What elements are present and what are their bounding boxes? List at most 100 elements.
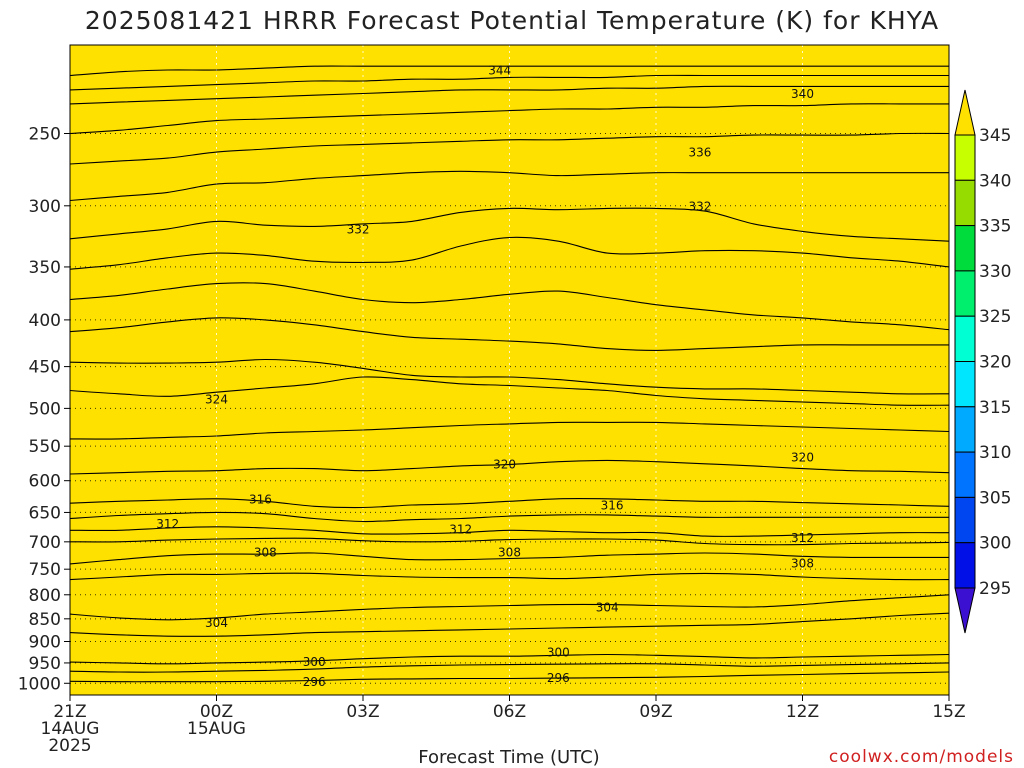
y-tick-label: 500 bbox=[29, 399, 61, 419]
colorbar-segment-3 bbox=[954, 270, 976, 317]
contour-label-336: 336 bbox=[688, 146, 711, 160]
contour-label-308: 308 bbox=[791, 556, 814, 570]
y-tick-label: 350 bbox=[29, 258, 61, 278]
contour-label-text: 304 bbox=[205, 616, 228, 630]
contour-label-text: 320 bbox=[791, 450, 814, 464]
contour-306 bbox=[69, 572, 950, 581]
contour-label-312: 312 bbox=[449, 523, 472, 537]
colorbar-label: 335 bbox=[979, 217, 1011, 237]
contour-298 bbox=[69, 662, 950, 673]
colorbar-segment-8 bbox=[954, 496, 976, 544]
contour-312 bbox=[69, 526, 950, 537]
y-tick-label: 1000 bbox=[18, 674, 61, 694]
contour-label-text: 300 bbox=[303, 655, 326, 669]
contour-322 bbox=[69, 376, 950, 406]
y-tick-label: 450 bbox=[29, 358, 61, 378]
contour-label-text: 300 bbox=[547, 645, 570, 659]
contour-label-300: 300 bbox=[303, 655, 326, 669]
contour-label-text: 296 bbox=[547, 671, 570, 685]
contour-314 bbox=[69, 511, 949, 523]
contour-label-text: 312 bbox=[791, 531, 814, 545]
x-tick-label: 06Z bbox=[493, 702, 526, 722]
contour-label-text: 308 bbox=[791, 556, 814, 570]
colorbar-segment-2 bbox=[954, 225, 976, 272]
y-tick-label: 900 bbox=[29, 632, 61, 652]
contour-label-text: 312 bbox=[449, 523, 472, 537]
contour-label-332: 332 bbox=[688, 199, 711, 213]
contour-label-text: 296 bbox=[303, 675, 326, 689]
x-tick-label: 03Z bbox=[346, 702, 379, 722]
x-tick-label: 15AUG bbox=[187, 719, 246, 739]
contour-label-324: 324 bbox=[205, 392, 228, 406]
contour-label-text: 344 bbox=[488, 63, 511, 77]
colorbar-label: 305 bbox=[979, 488, 1011, 508]
contour-332 bbox=[69, 207, 950, 242]
contour-label-text: 304 bbox=[596, 600, 619, 614]
colorbar-segment-1 bbox=[954, 179, 976, 227]
grid-lines bbox=[70, 45, 949, 695]
contour-label-text: 324 bbox=[205, 392, 228, 406]
colorbar-top-arrow bbox=[954, 89, 976, 136]
x-tick-label: 12Z bbox=[786, 702, 819, 722]
y-tick-label: 400 bbox=[29, 311, 61, 331]
contour-300 bbox=[69, 653, 950, 665]
x-tick-label: 15Z bbox=[932, 702, 965, 722]
contour-324 bbox=[69, 358, 950, 395]
y-tick-label: 300 bbox=[29, 197, 61, 217]
colorbar-segment-9 bbox=[954, 542, 976, 589]
contour-label-316: 316 bbox=[249, 492, 272, 506]
contour-label-296: 296 bbox=[547, 671, 570, 685]
contour-label-text: 320 bbox=[493, 457, 516, 471]
contour-label-text: 316 bbox=[601, 499, 624, 513]
x-tick-label: 09Z bbox=[639, 702, 672, 722]
contour-310 bbox=[69, 537, 950, 546]
contour-304 bbox=[69, 594, 950, 621]
contour-label-text: 332 bbox=[688, 199, 711, 213]
contour-label-316: 316 bbox=[601, 499, 624, 513]
contour-label-296: 296 bbox=[303, 675, 326, 689]
contour-320 bbox=[69, 421, 950, 440]
y-tick-label: 550 bbox=[29, 437, 61, 457]
contour-318 bbox=[69, 459, 950, 475]
contour-316 bbox=[69, 498, 950, 509]
contour-308 bbox=[69, 552, 949, 565]
y-tick-label: 950 bbox=[29, 654, 61, 674]
contour-label-340: 340 bbox=[791, 87, 814, 101]
chart-title: 2025081421 HRRR Forecast Potential Tempe… bbox=[85, 6, 939, 35]
y-tick-label: 250 bbox=[29, 124, 61, 144]
x-axis-title: Forecast Time (UTC) bbox=[418, 747, 599, 768]
colorbar-segment-0 bbox=[954, 134, 976, 181]
contour-label-304: 304 bbox=[205, 616, 228, 630]
y-tick-label: 750 bbox=[29, 560, 61, 580]
contour-label-308: 308 bbox=[498, 545, 521, 559]
contour-342 bbox=[69, 74, 949, 91]
x-tick-label: 21Z bbox=[53, 702, 86, 722]
y-tick-label: 850 bbox=[29, 610, 61, 630]
contour-label-300: 300 bbox=[547, 645, 570, 659]
contour-label-text: 340 bbox=[791, 87, 814, 101]
contour-label-text: 336 bbox=[688, 146, 711, 160]
contour-326 bbox=[69, 317, 949, 351]
contour-302 bbox=[69, 612, 950, 637]
colorbar-label: 310 bbox=[979, 443, 1011, 463]
contour-338 bbox=[69, 103, 949, 135]
colorbar-label: 295 bbox=[979, 579, 1011, 599]
contour-label-text: 308 bbox=[498, 545, 521, 559]
x-tick-label: 2025 bbox=[48, 736, 91, 756]
colorbar: 345 340 335 330 325 320 315 310 305 300 295 bbox=[954, 89, 1011, 634]
contour-label-text: 332 bbox=[347, 222, 370, 236]
contour-label-text: 312 bbox=[156, 517, 179, 531]
colorbar-segment-7 bbox=[954, 451, 976, 498]
contour-328 bbox=[69, 282, 950, 331]
contour-label-312: 312 bbox=[791, 531, 814, 545]
colorbar-label: 325 bbox=[979, 307, 1011, 327]
colorbar-bottom-arrow bbox=[954, 587, 976, 634]
colorbar-segment-6 bbox=[954, 406, 976, 453]
colorbar-label: 340 bbox=[979, 171, 1011, 191]
y-tick-label: 600 bbox=[29, 472, 61, 492]
contour-label-text: 308 bbox=[254, 545, 277, 559]
contour-lines bbox=[69, 65, 950, 683]
